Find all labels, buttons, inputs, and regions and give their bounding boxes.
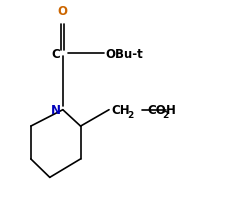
Text: H: H [166, 104, 176, 117]
Text: C: C [52, 48, 60, 61]
Text: 2: 2 [127, 111, 133, 120]
Text: CO: CO [147, 104, 166, 117]
Text: N: N [50, 104, 60, 117]
Text: OBu-t: OBu-t [105, 48, 143, 61]
Text: CH: CH [111, 104, 130, 117]
Text: 2: 2 [162, 111, 169, 120]
Text: O: O [58, 6, 68, 18]
